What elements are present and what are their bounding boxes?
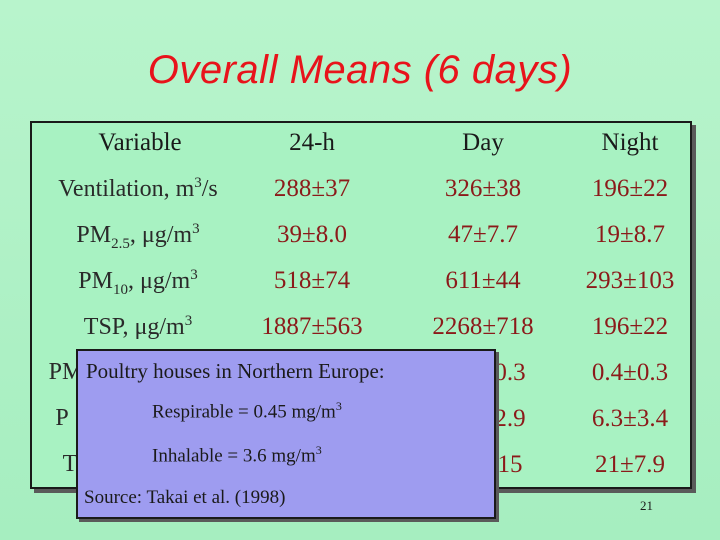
callout-respirable: Respirable = 0.45 mg/m3 [152, 399, 342, 423]
row-tsp-label: TSP, μg/m3 [83, 313, 193, 340]
page-number: 21 [640, 498, 653, 513]
header-24h: 24-h [289, 129, 335, 156]
cell-pm10-day: 611±44 [445, 267, 521, 294]
cell-pm10-night: 293±103 [585, 267, 675, 294]
cell-pm25-day: 47±7.7 [448, 221, 518, 248]
cell-tsp-night: 196±22 [591, 313, 669, 340]
row-7-label-partial: T [62, 451, 78, 477]
cell-pm10-24h: 518±74 [273, 267, 351, 294]
cell-pm25-24h: 39±8.0 [277, 221, 347, 248]
cell-row6-day-partial: 2.9 [494, 405, 526, 432]
cell-ventilation-day: 326±38 [444, 175, 522, 202]
header-day: Day [462, 129, 504, 156]
header-variable: Variable [98, 129, 182, 156]
cell-row5-day-partial: 0.3 [494, 359, 526, 386]
callout-inhalable: Inhalable = 3.6 mg/m3 [152, 443, 322, 467]
row-6-label-partial: P [55, 405, 69, 431]
cell-row7-day-partial: 15 [497, 451, 523, 478]
slide-title: Overall Means (6 days) [147, 48, 573, 92]
callout-heading: Poultry houses in Northern Europe: [86, 359, 385, 383]
cell-ventilation-24h: 288±37 [273, 175, 351, 202]
header-night: Night [601, 129, 659, 156]
cell-row6-night: 6.3±3.4 [591, 405, 669, 432]
cell-row5-night: 0.4±0.3 [591, 359, 669, 386]
cell-tsp-24h: 1887±563 [261, 313, 363, 340]
cell-ventilation-night: 196±22 [591, 175, 669, 202]
callout-source: Source: Takai et al. (1998) [84, 487, 286, 508]
row-pm10-label: PM10, μg/m3 [78, 267, 198, 298]
cell-pm25-night: 19±8.7 [595, 221, 665, 248]
cell-tsp-day: 2268±718 [432, 313, 534, 340]
row-pm25-label: PM2.5, μg/m3 [76, 221, 200, 252]
poultry-callout-box: Poultry houses in Northern Europe: Respi… [76, 349, 496, 519]
cell-row7-night: 21±7.9 [595, 451, 665, 478]
row-ventilation-label: Ventilation, m3/s [58, 175, 218, 202]
